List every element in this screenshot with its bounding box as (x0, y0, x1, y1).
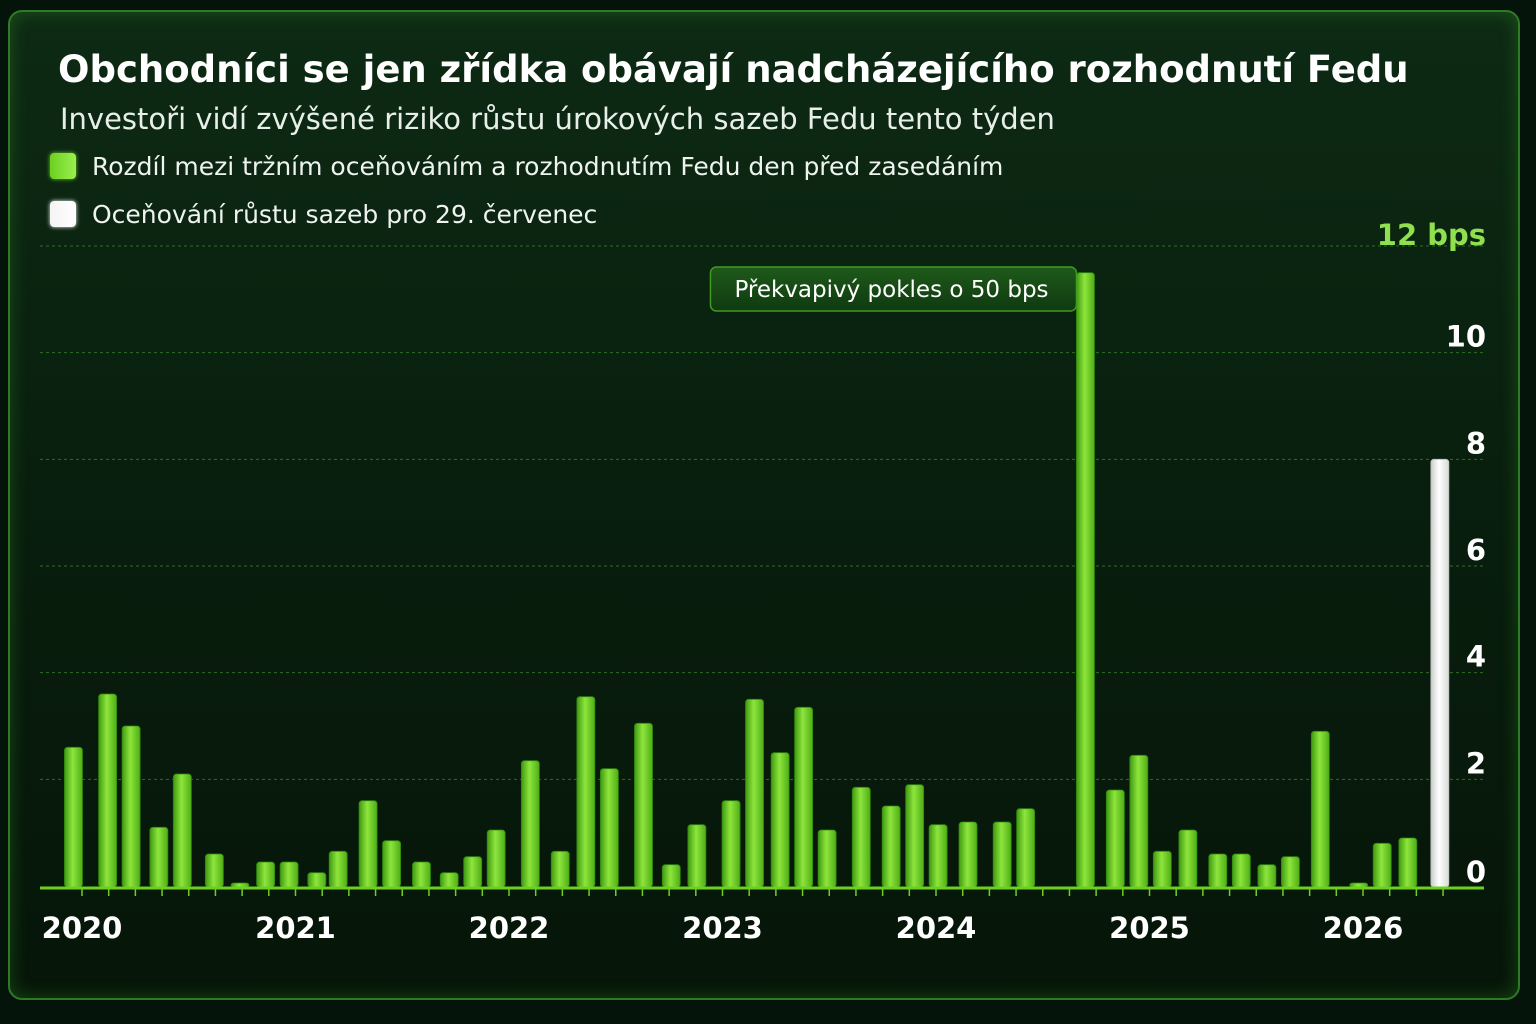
bar-gap (358, 800, 378, 888)
bar-gap (439, 872, 459, 888)
y-tick-label: 10 (1446, 320, 1486, 354)
bar-gap (328, 850, 348, 888)
bar-gap (928, 824, 948, 888)
bar-gap (204, 853, 224, 888)
bar-gap (992, 821, 1012, 888)
bar-gap (64, 746, 83, 888)
bar-gap (1310, 730, 1330, 888)
chart-subtitle: Investoři vidí zvýšené riziko růstu úrok… (60, 102, 1055, 136)
bar-pricing (1430, 458, 1450, 888)
annotations: Překvapivý pokles o 50 bps (709, 266, 1078, 312)
legend-label: Rozdíl mezi tržním oceňováním a rozhodnu… (92, 151, 1004, 181)
bar-gap (905, 784, 925, 888)
x-axis (40, 886, 1484, 896)
annotation-box (709, 266, 1078, 312)
x-tick-label: 2025 (1109, 911, 1190, 945)
y-tick-label: 8 (1466, 426, 1486, 460)
bar-gap (661, 864, 681, 888)
bar-gap (1105, 789, 1125, 888)
y-tick-label: 0 (1466, 855, 1486, 889)
y-tick-label: 12 bps (1377, 218, 1486, 252)
y-tick-label: 2 (1466, 746, 1486, 780)
bar-gap (1178, 829, 1198, 888)
bar-gap (1152, 850, 1172, 888)
bar-gap (1129, 754, 1149, 888)
bar-gap (1257, 864, 1277, 888)
bar-gap (634, 722, 653, 888)
bar-gap (1076, 272, 1095, 888)
bar-gap (230, 882, 250, 888)
x-tick-label: 2022 (469, 911, 550, 945)
bar-gap (121, 725, 141, 888)
y-axis-labels: 0 2 4 6 8 10 12 bps (1377, 218, 1486, 889)
x-tick-label: 2024 (896, 911, 977, 945)
bar-gap (576, 696, 596, 888)
bar-gap (172, 773, 192, 888)
chart-card: Obchodníci se jen zřídka obávají nadcház… (8, 10, 1520, 1000)
bar-gap (520, 760, 540, 888)
x-tick-label: 2021 (255, 911, 336, 945)
legend-swatch-white (50, 201, 76, 227)
x-tick-label: 2023 (682, 911, 763, 945)
bars (64, 272, 1450, 888)
bar-gap (721, 800, 741, 888)
y-tick-label: 4 (1466, 640, 1486, 674)
bar-gap (770, 752, 790, 888)
bar-gap (1231, 853, 1251, 888)
bar-gap (486, 829, 506, 888)
legend-swatch-green (50, 153, 76, 179)
x-tick-label: 2020 (42, 911, 123, 945)
x-tick-label: 2026 (1323, 911, 1404, 945)
bar-gap (279, 861, 299, 888)
bar-gap (256, 861, 276, 888)
bar-gap (817, 829, 837, 888)
bar-gap (98, 693, 118, 888)
bar-gap (881, 805, 901, 888)
bar-gap (599, 768, 619, 888)
bar-gap (463, 856, 483, 888)
bar-gap (382, 840, 401, 888)
y-tick-label: 6 (1466, 533, 1486, 567)
chart-title: Obchodníci se jen zřídka obávají nadcház… (58, 48, 1409, 91)
legend-label: Oceňování růstu sazeb pro 29. červenec (92, 199, 598, 229)
bar-gap (1349, 882, 1369, 888)
bar-gap (1016, 808, 1036, 888)
bar-gap (1372, 842, 1392, 888)
bar-gap (307, 872, 327, 888)
annotation-text: Překvapivý pokles o 50 bps (734, 277, 1048, 303)
bar-gap (1281, 856, 1300, 888)
legend-item-pricing: Oceňování růstu sazeb pro 29. červenec (50, 199, 597, 229)
x-axis-labels: 2020 2021 2022 2023 2024 2025 2026 (42, 911, 1404, 945)
bar-gap (958, 821, 978, 888)
bar-gap (149, 826, 169, 888)
bar-gap (1208, 853, 1228, 888)
bar-gap (550, 850, 570, 888)
bar-gap (687, 824, 707, 888)
bar-gap (1398, 837, 1418, 888)
legend-item-gap: Rozdíl mezi tržním oceňováním a rozhodnu… (50, 151, 1003, 181)
bar-gap (794, 706, 814, 888)
bar-gap (851, 786, 871, 888)
bar-gap (412, 861, 431, 888)
bar-gap (745, 698, 764, 888)
